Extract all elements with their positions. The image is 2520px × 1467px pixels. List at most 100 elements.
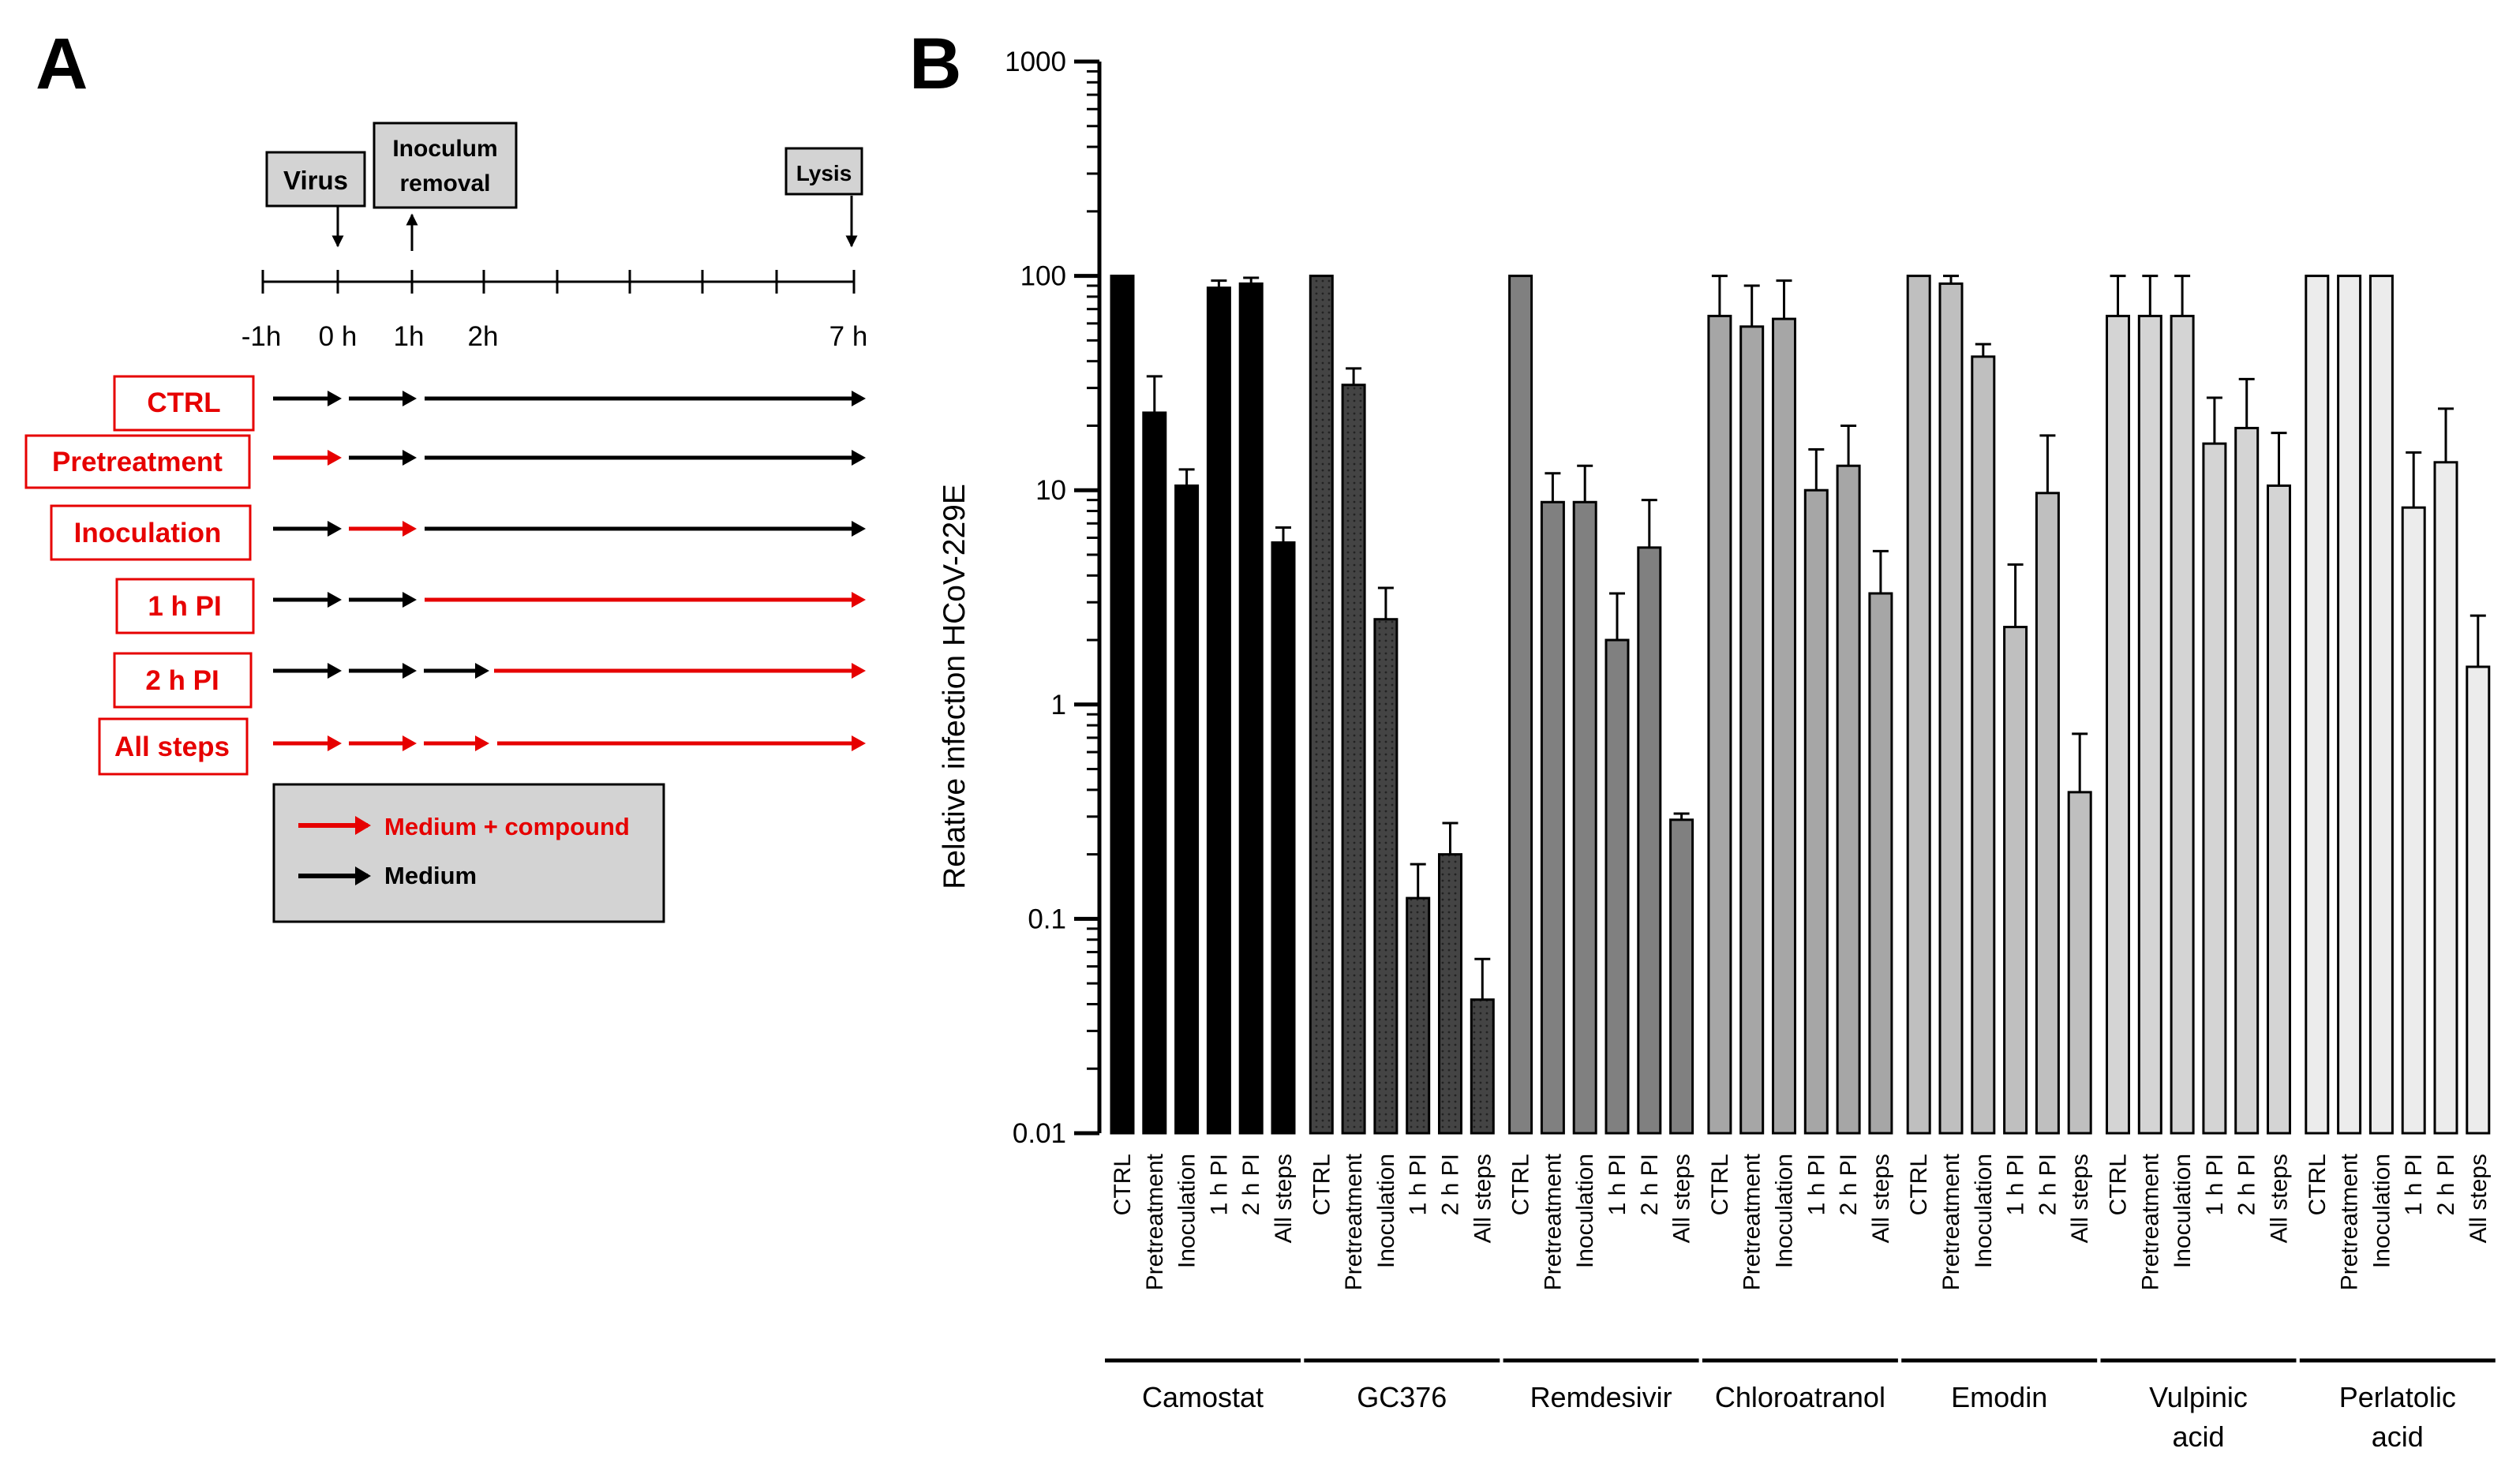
bar xyxy=(1406,896,1431,1135)
timeline-label-0h: 0 h xyxy=(319,321,358,352)
medium-arrowhead xyxy=(852,391,866,406)
medium-arrowhead xyxy=(403,391,417,406)
y-tick-label: 100 xyxy=(1020,261,1066,292)
bar xyxy=(1707,314,1732,1135)
bar xyxy=(1836,464,1861,1135)
1h-pi-label: 1 h PI xyxy=(148,591,221,622)
medium-arrowhead xyxy=(403,592,417,608)
x-tick-label: All steps xyxy=(2267,1154,2293,1243)
x-tick-label: 2 h PI xyxy=(1637,1154,1663,1215)
bar xyxy=(1142,411,1167,1135)
bar xyxy=(1971,355,1996,1135)
bar xyxy=(2337,275,2362,1135)
x-tick-label: All steps xyxy=(1271,1154,1297,1243)
x-tick-label: Pretreatment xyxy=(2337,1153,2363,1290)
y-axis-title: Relative infection HCoV-229E xyxy=(938,484,972,889)
group-label: Remdesivir xyxy=(1530,1381,1672,1413)
panel-a: A Virus Inoculum removal Lysis -1h 0 h 1… xyxy=(24,24,868,923)
inoculation-label: Inoculation xyxy=(74,518,222,548)
inoculum-label-line2: removal xyxy=(399,170,490,196)
legend-compound-arrowhead xyxy=(355,816,371,835)
bar xyxy=(1438,853,1462,1135)
medium-arrowhead xyxy=(852,521,866,537)
timeline-label-7h: 7 h xyxy=(829,321,868,352)
y-tick-label: 10 xyxy=(1035,475,1066,506)
timeline-label-1h: 1h xyxy=(394,321,425,352)
x-tick-label: Pretreatment xyxy=(1142,1153,1168,1290)
group-label: Emodin xyxy=(1951,1381,2047,1413)
x-tick-label: 2 h PI xyxy=(2035,1154,2061,1215)
bar xyxy=(2305,275,2330,1135)
compound-arrowhead xyxy=(403,521,417,537)
bar xyxy=(1803,488,1829,1135)
compound-arrowhead xyxy=(328,450,342,466)
medium-arrowhead xyxy=(475,663,489,679)
legend-box xyxy=(272,783,665,923)
y-tick-label: 1000 xyxy=(1005,47,1066,77)
bar xyxy=(2401,506,2426,1135)
x-tick-label: CTRL xyxy=(1110,1154,1136,1215)
panel-b: B Relative infection HCoV-229E 0.01 0.1 1 1… xyxy=(909,24,2496,1453)
lysis-label: Lysis xyxy=(796,161,852,185)
group-label: GC376 xyxy=(1357,1381,1447,1413)
x-tick-label: Inoculation xyxy=(1572,1154,1598,1268)
bar xyxy=(1739,325,1765,1135)
ctrl-label: CTRL xyxy=(147,387,220,418)
x-tick-label: Inoculation xyxy=(1971,1154,1997,1268)
bar xyxy=(1309,275,1334,1135)
inoculum-removal-event: Inoculum removal xyxy=(373,122,518,251)
x-tick-label: Pretreatment xyxy=(1341,1153,1367,1290)
x-tick-label: CTRL xyxy=(1906,1154,1932,1215)
x-tick-label: 2 h PI xyxy=(2433,1154,2459,1215)
x-tick-label: CTRL xyxy=(1309,1154,1335,1215)
x-tick-label: Inoculation xyxy=(2170,1154,2196,1268)
panel-a-letter: A xyxy=(36,24,88,104)
group-label: Chloroatranol xyxy=(1715,1381,1885,1413)
virus-box xyxy=(265,151,366,208)
medium-arrowhead xyxy=(403,450,417,466)
bars xyxy=(1110,275,2491,1135)
x-tick-label: CTRL xyxy=(1707,1154,1733,1215)
x-tick-label: 2 h PI xyxy=(1836,1154,1862,1215)
all-steps-label: All steps xyxy=(114,732,230,762)
medium-arrowhead xyxy=(328,663,342,679)
x-tick-label: All steps xyxy=(2067,1154,2093,1243)
bar xyxy=(2170,314,2195,1135)
x-tick-label: 2 h PI xyxy=(1438,1154,1464,1215)
bar xyxy=(2137,314,2162,1135)
bar xyxy=(2267,484,2291,1135)
1h-pi-box xyxy=(115,578,255,634)
condition-labels: CTRL Pretreatment Inoculation 1 h PI 2 h… xyxy=(24,375,255,776)
virus-label: Virus xyxy=(283,166,348,195)
x-tick-label: Pretreatment xyxy=(1540,1153,1566,1290)
x-tick-label: All steps xyxy=(1669,1154,1695,1243)
bar xyxy=(2466,665,2491,1135)
x-tick-label: All steps xyxy=(1470,1154,1496,1243)
x-tick-label: Inoculation xyxy=(1174,1154,1200,1268)
bar xyxy=(1938,282,1964,1135)
bar xyxy=(1470,998,1495,1135)
inoculation-box xyxy=(50,504,252,561)
compound-arrowhead xyxy=(328,735,342,751)
x-tick-label: 1 h PI xyxy=(1406,1154,1432,1215)
x-tick-labels: CTRL Pretreatment Inoculation 1 h PI 2 h PI A… xyxy=(1110,1153,2492,1290)
x-tick-label: 1 h PI xyxy=(2401,1154,2427,1215)
x-tick-label: CTRL xyxy=(2106,1154,2132,1215)
lysis-box xyxy=(784,147,863,196)
x-tick-label: 2 h PI xyxy=(2234,1154,2260,1215)
y-tick-label: 1 xyxy=(1051,690,1066,720)
medium-arrowhead xyxy=(403,663,417,679)
compound-arrowhead xyxy=(852,592,866,608)
bar xyxy=(2433,461,2458,1135)
2h-pi-box xyxy=(113,652,253,709)
x-tick-label: Inoculation xyxy=(1373,1154,1399,1268)
compound-arrowhead xyxy=(475,735,489,751)
legend-compound-label: Medium + compound xyxy=(384,813,630,840)
virus-event: Virus xyxy=(265,151,366,248)
bar xyxy=(2202,442,2227,1135)
bar xyxy=(1669,818,1694,1135)
x-tick-label: CTRL xyxy=(2305,1154,2331,1215)
x-tick-label: 2 h PI xyxy=(1238,1154,1264,1215)
bar xyxy=(2003,626,2028,1135)
